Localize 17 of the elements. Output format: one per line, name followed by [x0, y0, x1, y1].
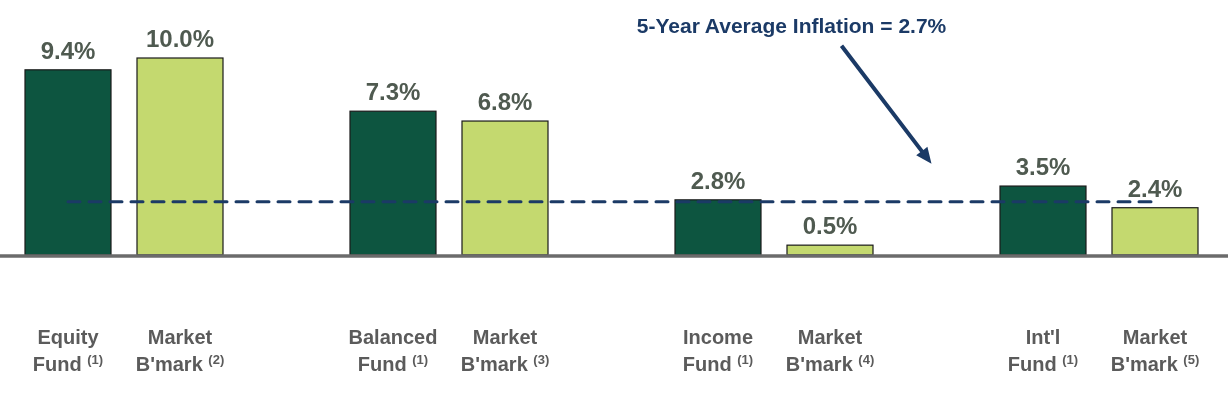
x-tick-label: Income Fund $^{(1)}$: [682, 326, 754, 375]
x-tick-label: Market B'mark $^{(3)}$: [460, 326, 550, 375]
data-label: 9.4%: [40, 36, 96, 64]
data-label: 3.5%: [1015, 153, 1071, 181]
x-tick-label: Equity Fund $^{(1)}$: [32, 326, 104, 375]
data-label: 7.3%: [365, 78, 421, 106]
x-tick-label: Market B'mark $^{(4)}$: [785, 326, 875, 375]
data-label: 10.0%: [145, 25, 215, 52]
data-label: 0.5%: [802, 212, 858, 240]
x-tick-label: Balanced Fund $^{(1)}$: [348, 326, 438, 375]
data-label: 6.8%: [477, 88, 533, 116]
x-tick-label: Market B'mark $^{(5)}$: [1110, 326, 1200, 375]
data-label: 2.4%: [1127, 174, 1183, 202]
x-tick-label: Market B'mark $^{(2)}$: [135, 326, 225, 375]
ref-line-label: 5-Year Average Inflation = 2.7%: [636, 14, 947, 37]
x-tick-label: Int'l Fund $^{(1)}$: [1007, 326, 1079, 375]
data-label: 2.8%: [690, 166, 746, 194]
